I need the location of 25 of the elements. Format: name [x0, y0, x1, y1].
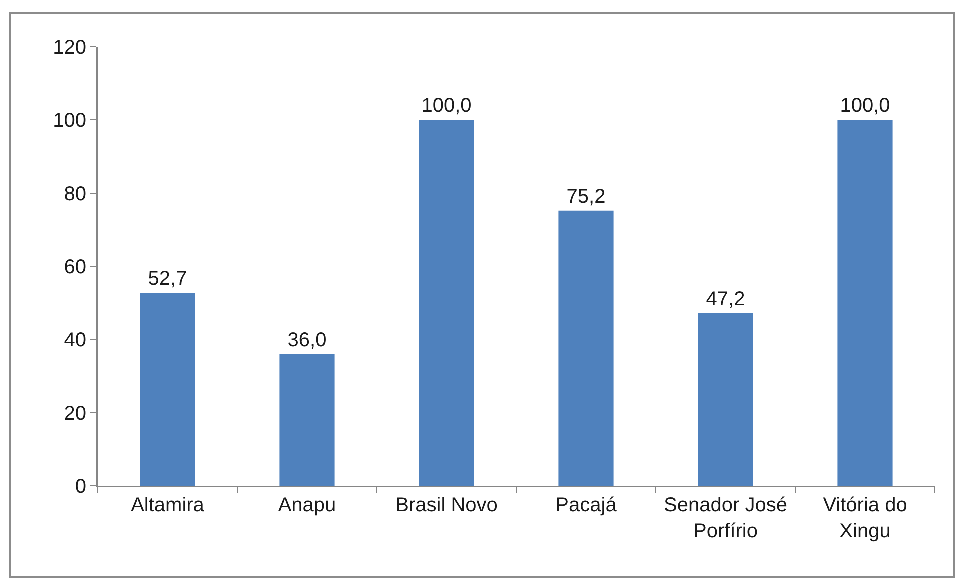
- y-tick-label: 20: [64, 402, 86, 425]
- bar: [558, 210, 614, 486]
- bar: [280, 354, 335, 486]
- bar: [838, 120, 893, 486]
- data-label: 52,7: [148, 268, 188, 290]
- x-tick-label: Altamira: [131, 494, 206, 516]
- y-tick-label: 40: [64, 330, 86, 352]
- bar: [419, 120, 474, 486]
- data-label: 75,2: [566, 186, 606, 208]
- y-tick-label: 60: [64, 256, 86, 278]
- bar: [698, 313, 754, 486]
- data-label: 47,2: [706, 288, 746, 310]
- y-tick-label: 120: [53, 37, 86, 59]
- y-tick-label: 100: [53, 110, 86, 132]
- bar: [140, 293, 196, 486]
- y-tick-label: 80: [64, 183, 86, 206]
- data-label: 100,0: [840, 95, 890, 118]
- x-tick-label: Senador José Porfírio: [664, 494, 788, 542]
- y-tick-label: 0: [75, 476, 86, 498]
- data-label: 100,0: [422, 95, 472, 118]
- x-tick-label: Brasil Novo: [396, 494, 498, 516]
- x-tick-label: Vitória do Xingu: [823, 494, 908, 542]
- data-label: 36,0: [288, 329, 327, 352]
- x-tick-label: Pacajá: [556, 494, 618, 516]
- x-tick-label: Anapu: [278, 494, 336, 516]
